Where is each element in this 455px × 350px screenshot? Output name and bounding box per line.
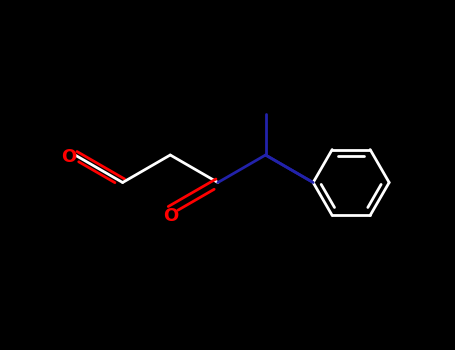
Text: O: O xyxy=(61,148,76,166)
Text: O: O xyxy=(162,207,178,225)
